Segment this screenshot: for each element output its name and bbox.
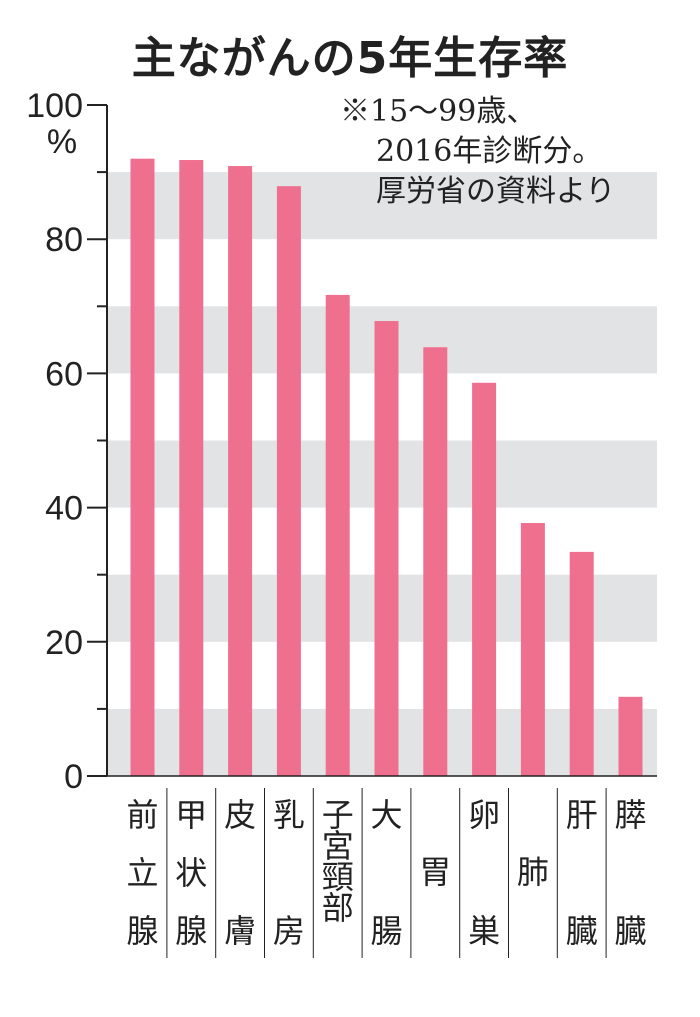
bar-10	[569, 551, 594, 776]
bar-4	[276, 186, 301, 777]
bar-11	[618, 696, 643, 776]
x-tick-label: 肝臓	[566, 796, 598, 950]
bar-5	[325, 294, 350, 776]
chart-note: ※15～99歳、 2016年診断分。 厚労省の資料より	[340, 92, 615, 212]
chart-title: 主ながんの5年生存率	[131, 33, 569, 84]
bar-1	[130, 158, 155, 776]
x-tick-label: 膵臓	[614, 796, 646, 950]
x-tick-label: 胃	[419, 853, 451, 891]
x-tick-label: 乳房	[273, 796, 305, 950]
x-tick-label: 肺	[517, 853, 549, 891]
bar-7	[423, 347, 448, 776]
bar-2	[179, 160, 204, 777]
y-axis-unit: %	[47, 123, 77, 161]
y-tick-label: 80	[45, 221, 83, 259]
y-tick-label: 0	[64, 758, 83, 796]
x-tick-label: 前立腺	[126, 796, 158, 950]
y-tick-label: 100	[26, 87, 83, 125]
note-line: ※15～99歳、	[340, 94, 537, 129]
x-tick-label: 大腸	[370, 796, 402, 950]
x-tick-label: 卵巣	[468, 796, 500, 950]
y-tick-label: 60	[45, 355, 83, 393]
bar-8	[472, 382, 497, 776]
bar-9	[520, 523, 545, 776]
x-tick-label: 甲状腺	[175, 796, 207, 950]
bar-6	[374, 321, 399, 776]
x-tick-label: 子宮頸部	[322, 796, 354, 927]
bar-3	[228, 166, 253, 776]
y-tick-label: 20	[45, 624, 83, 662]
x-tick-label: 皮膚	[224, 796, 256, 950]
y-tick-label: 40	[45, 490, 83, 528]
note-line: 厚労省の資料より	[376, 174, 616, 209]
note-line: 2016年診断分。	[376, 134, 603, 169]
